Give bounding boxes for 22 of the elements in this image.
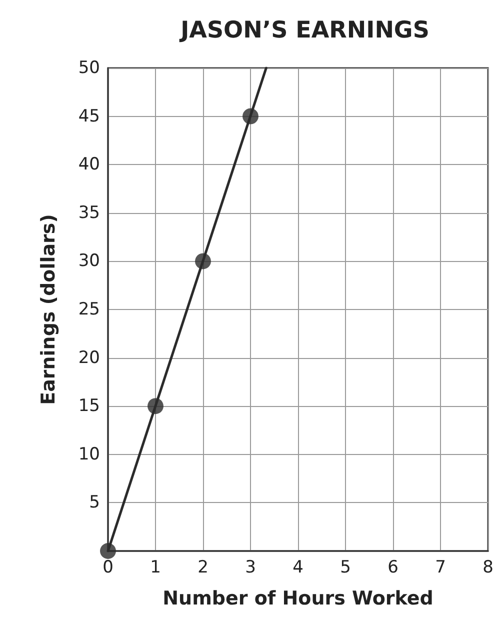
y-tick-label: 50 (78, 58, 100, 78)
x-tick-label: 1 (150, 558, 161, 578)
x-tick-label: 0 (102, 558, 114, 578)
y-tick-label: 5 (89, 492, 100, 513)
y-tick-label: 40 (78, 154, 100, 175)
x-axis-title: Number of Hours Worked (162, 588, 434, 610)
x-tick-label: 5 (340, 558, 351, 578)
y-tick-label: 20 (78, 348, 100, 368)
y-tick-label: 45 (78, 106, 100, 126)
y-tick-label: 15 (78, 396, 100, 416)
y-tick-label: 35 (78, 202, 100, 223)
x-tick-label: 4 (292, 558, 304, 578)
y-tick-label: 25 (78, 300, 100, 320)
x-tick-label: 3 (245, 558, 256, 578)
x-tick-label: 2 (198, 558, 208, 578)
x-tick-label: 7 (435, 558, 446, 578)
x-tick-label: 8 (482, 558, 494, 578)
y-tick-label: 30 (78, 251, 100, 272)
chart-title: JASON’S EARNINGS (178, 18, 430, 44)
y-axis-title: Earnings (dollars) (38, 214, 60, 405)
x-tick-label: 6 (388, 558, 398, 578)
y-tick-label: 10 (78, 444, 100, 464)
